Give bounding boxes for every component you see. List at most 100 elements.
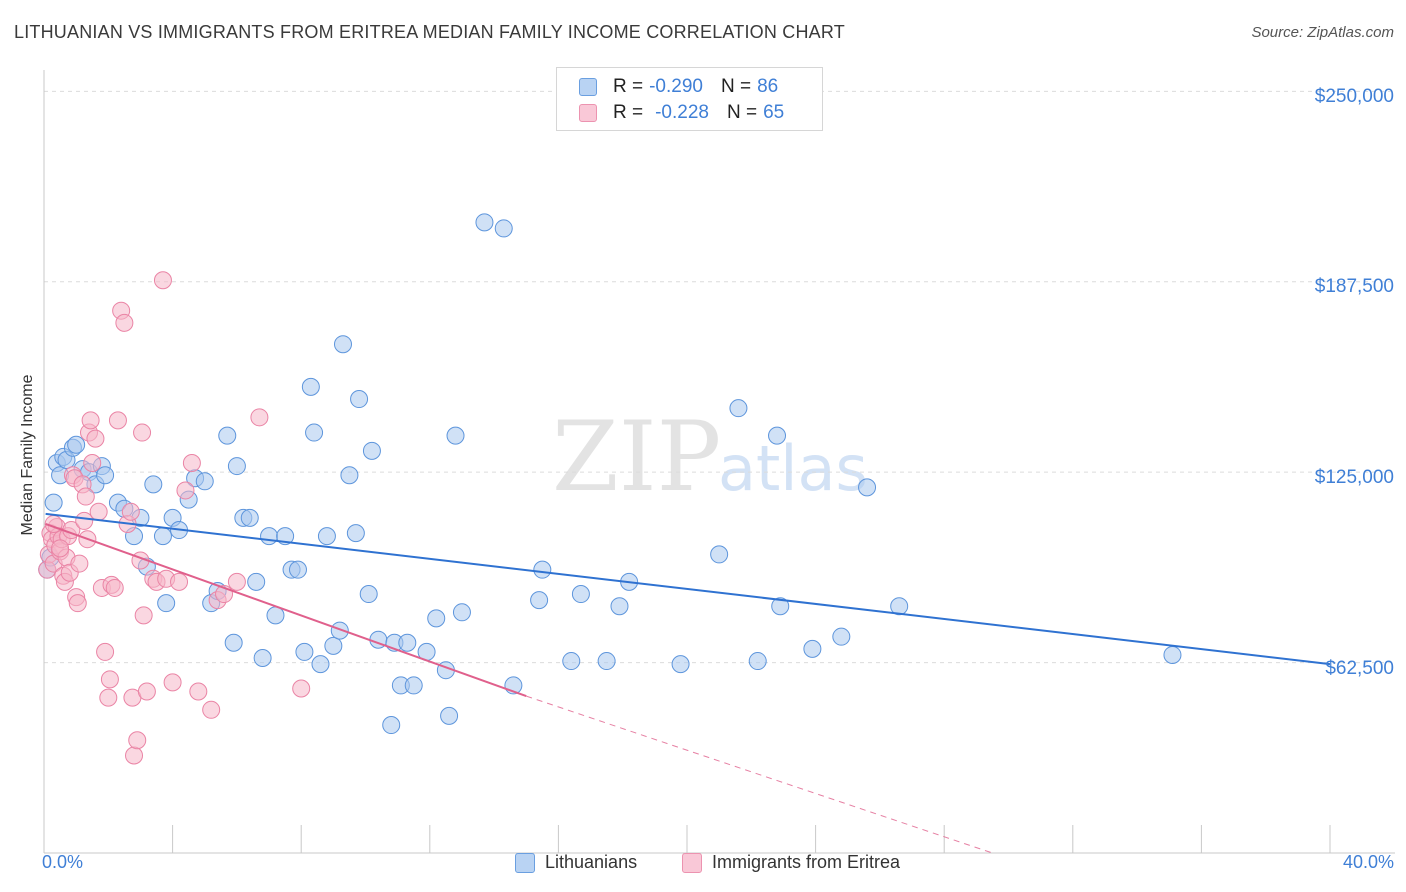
data-point-lithuanians: [610, 597, 629, 616]
data-point-eritrea: [153, 271, 172, 290]
bottom-legend-label: Lithuanians: [545, 852, 638, 872]
data-point-lithuanians: [333, 335, 352, 354]
data-point-lithuanians: [729, 399, 748, 418]
bottom-legend-label: Immigrants from Eritrea: [712, 852, 901, 872]
data-point-eritrea: [86, 429, 105, 448]
x-tick-label-min: 0.0%: [42, 852, 84, 872]
legend-n-label: N =: [726, 102, 758, 123]
data-point-eritrea: [227, 572, 246, 591]
legend-n-value: 86: [757, 76, 779, 97]
trend-line-eritrea-extrapolated: [526, 695, 993, 854]
legend-swatch-blue: [579, 78, 597, 96]
data-point-eritrea: [176, 481, 195, 500]
data-point-lithuanians: [571, 585, 590, 604]
legend-r-label: R =: [613, 102, 644, 123]
data-point-eritrea: [292, 679, 311, 698]
data-point-lithuanians: [427, 609, 446, 628]
data-point-eritrea: [108, 411, 127, 430]
data-point-lithuanians: [832, 627, 851, 646]
data-point-lithuanians: [227, 457, 246, 476]
data-point-eritrea: [202, 700, 221, 719]
data-point-eritrea: [105, 578, 124, 597]
data-point-lithuanians: [144, 475, 163, 494]
data-point-eritrea: [100, 670, 119, 689]
data-point-lithuanians: [260, 527, 279, 546]
chart-source: Source: ZipAtlas.com: [1251, 24, 1394, 41]
data-point-lithuanians: [440, 706, 459, 725]
data-point-lithuanians: [362, 441, 381, 460]
data-point-lithuanians: [340, 466, 359, 485]
data-point-lithuanians: [317, 527, 336, 546]
data-point-lithuanians: [224, 633, 243, 652]
data-point-eritrea: [121, 502, 140, 521]
data-point-lithuanians: [247, 572, 266, 591]
bottom-legend-swatch-pink: [682, 852, 702, 873]
data-point-lithuanians: [288, 560, 307, 579]
legend-row-lithuanians: R = -0.290 N = 86: [579, 76, 778, 98]
legend-r-value: -0.290: [649, 76, 703, 97]
data-point-lithuanians: [803, 639, 822, 658]
data-point-lithuanians: [295, 642, 314, 661]
trend-line-eritrea: [45, 523, 527, 698]
data-point-lithuanians: [153, 527, 172, 546]
data-point-lithuanians: [330, 621, 349, 640]
data-point-lithuanians: [494, 219, 513, 238]
data-point-eritrea: [76, 487, 95, 506]
y-tick-label-125000: $125,000: [1314, 467, 1394, 488]
data-point-lithuanians: [710, 545, 729, 564]
data-point-eritrea: [189, 682, 208, 701]
bottom-legend-eritrea: Immigrants from Eritrea: [682, 852, 900, 873]
correlation-legend: R = -0.290 N = 86 R = -0.228 N = 65: [556, 67, 823, 131]
data-point-lithuanians: [530, 591, 549, 610]
x-tick-label-max: 40.0%: [1342, 852, 1394, 872]
data-point-lithuanians: [240, 508, 259, 527]
data-point-lithuanians: [67, 435, 86, 454]
data-point-lithuanians: [253, 649, 272, 668]
data-point-eritrea: [83, 454, 102, 473]
data-point-lithuanians: [96, 466, 115, 485]
data-point-lithuanians: [446, 426, 465, 445]
data-point-lithuanians: [404, 676, 423, 695]
data-point-lithuanians: [195, 472, 214, 491]
data-point-eritrea: [99, 688, 118, 707]
data-point-eritrea: [128, 731, 147, 750]
legend-row-eritrea: R = -0.228 N = 65: [579, 102, 784, 124]
data-point-lithuanians: [157, 594, 176, 613]
trend-line-lithuanians: [45, 512, 1331, 666]
data-point-lithuanians: [382, 716, 401, 735]
data-point-lithuanians: [533, 560, 552, 579]
data-point-eritrea: [68, 594, 87, 613]
legend-swatch-pink: [579, 104, 597, 122]
data-point-eritrea: [137, 682, 156, 701]
data-point-eritrea: [96, 642, 115, 661]
data-point-lithuanians: [1163, 645, 1182, 664]
legend-r-label: R =: [613, 76, 644, 97]
data-point-lithuanians: [398, 633, 417, 652]
y-tick-label-250000: $250,000: [1314, 86, 1394, 107]
bottom-legend-swatch-blue: [515, 852, 535, 873]
data-point-lithuanians: [359, 585, 378, 604]
data-point-lithuanians: [475, 213, 494, 232]
bottom-legend-lithuanians: Lithuanians: [515, 852, 637, 873]
data-point-lithuanians: [301, 377, 320, 396]
y-tick-label-187500: $187,500: [1314, 276, 1394, 297]
data-point-eritrea: [134, 606, 153, 625]
data-point-lithuanians: [305, 423, 324, 442]
data-point-eritrea: [170, 572, 189, 591]
data-point-lithuanians: [218, 426, 237, 445]
data-point-lithuanians: [671, 655, 690, 674]
watermark-atlas: atlas: [718, 432, 868, 505]
data-point-lithuanians: [597, 652, 616, 671]
legend-r-value: -0.228: [655, 102, 709, 123]
data-point-lithuanians: [324, 636, 343, 655]
data-point-lithuanians: [452, 603, 471, 622]
data-point-lithuanians: [562, 652, 581, 671]
y-axis-label: Median Family Income: [19, 374, 36, 536]
data-point-lithuanians: [276, 527, 295, 546]
legend-n-label: N =: [720, 76, 752, 97]
data-point-eritrea: [163, 673, 182, 692]
data-point-lithuanians: [350, 390, 369, 409]
legend-n-value: 65: [763, 102, 785, 123]
